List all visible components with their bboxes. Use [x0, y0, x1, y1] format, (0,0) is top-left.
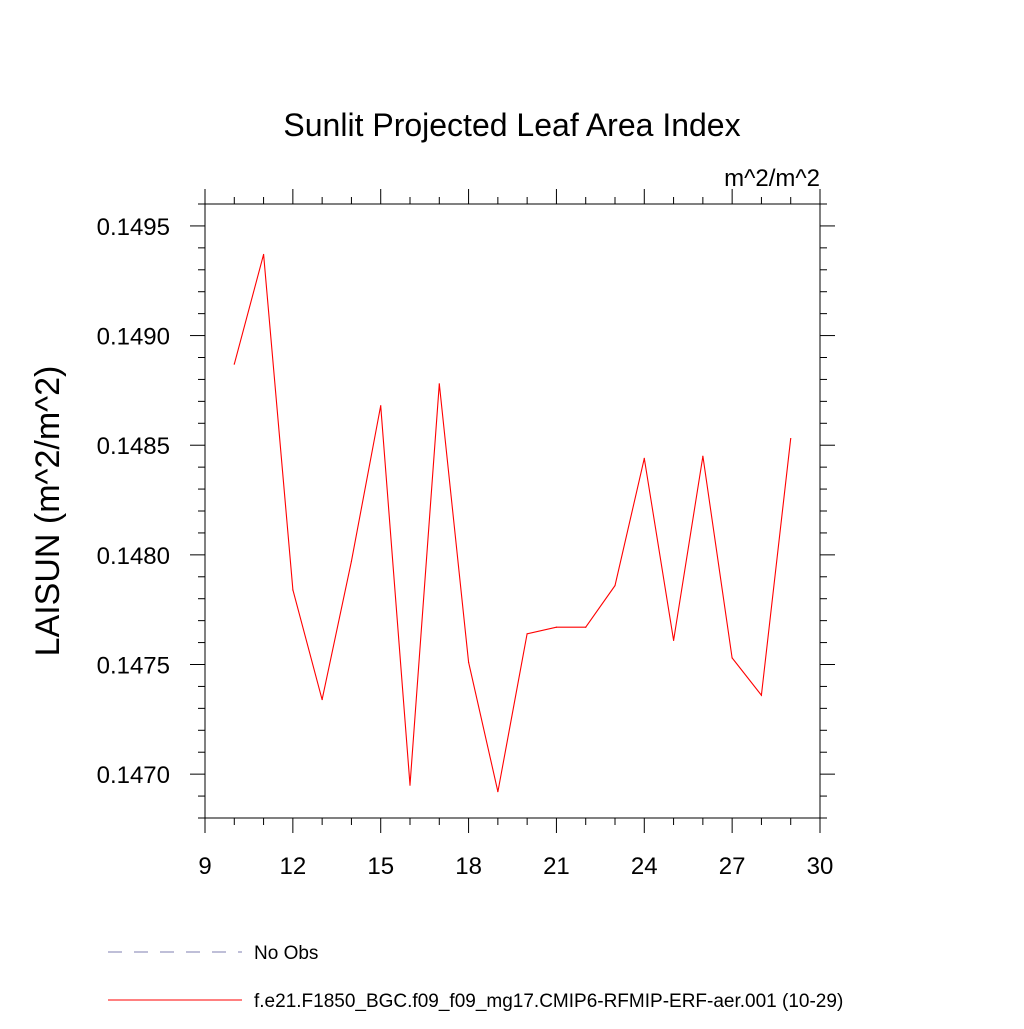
data-point	[702, 455, 704, 457]
y-axis-label: LAISUN (m^2/m^2)	[29, 366, 67, 657]
x-tick-label: 21	[543, 853, 570, 880]
data-point	[643, 457, 645, 459]
x-tick-label: 27	[719, 853, 746, 880]
legend-label: No Obs	[254, 943, 318, 964]
data-point	[790, 438, 792, 440]
data-point	[731, 657, 733, 659]
data-point	[292, 589, 294, 591]
data-point	[438, 383, 440, 385]
x-tick-label: 24	[631, 853, 658, 880]
data-point	[672, 639, 675, 641]
data-point	[497, 791, 499, 793]
x-tick-label: 30	[807, 853, 834, 880]
data-point	[321, 698, 323, 701]
data-point	[760, 694, 763, 696]
data-point	[467, 661, 470, 663]
y-tick-label: 0.1495	[97, 214, 170, 241]
data-point	[409, 784, 411, 786]
series-line	[233, 254, 792, 792]
data-point	[526, 633, 528, 635]
plot-frame	[204, 203, 821, 819]
data-point	[614, 584, 616, 587]
y-tick-label: 0.1480	[97, 543, 170, 570]
data-point	[380, 405, 382, 407]
data-point	[262, 253, 265, 256]
data-point	[585, 626, 587, 628]
x-tick-label: 18	[455, 853, 482, 880]
legend-label: f.e21.F1850_BGC.f09_f09_mg17.CMIP6-RFMIP…	[254, 991, 843, 1012]
plot-area: 9 12 15 18 21 24 27 30 0.1470 0.1475 0.1480 0.1485 0…	[97, 189, 835, 880]
x-tick-label: 12	[280, 853, 307, 880]
y-tick-label: 0.1470	[97, 762, 170, 789]
data-point	[555, 626, 558, 628]
units-label: m^2/m^2	[724, 165, 820, 192]
x-tick-label: 15	[367, 853, 394, 880]
x-tick-label: 9	[198, 853, 211, 880]
y-tick-label: 0.1485	[97, 433, 170, 460]
legend: No Obs f.e21.F1850_BGC.f09_f09_mg17.CMIP6…	[108, 943, 843, 1012]
data-point	[233, 363, 235, 365]
chart-title: Sunlit Projected Leaf Area Index	[283, 107, 740, 143]
y-tick-label: 0.1490	[97, 324, 170, 351]
y-tick-label: 0.1475	[97, 653, 170, 680]
data-point	[350, 560, 353, 563]
